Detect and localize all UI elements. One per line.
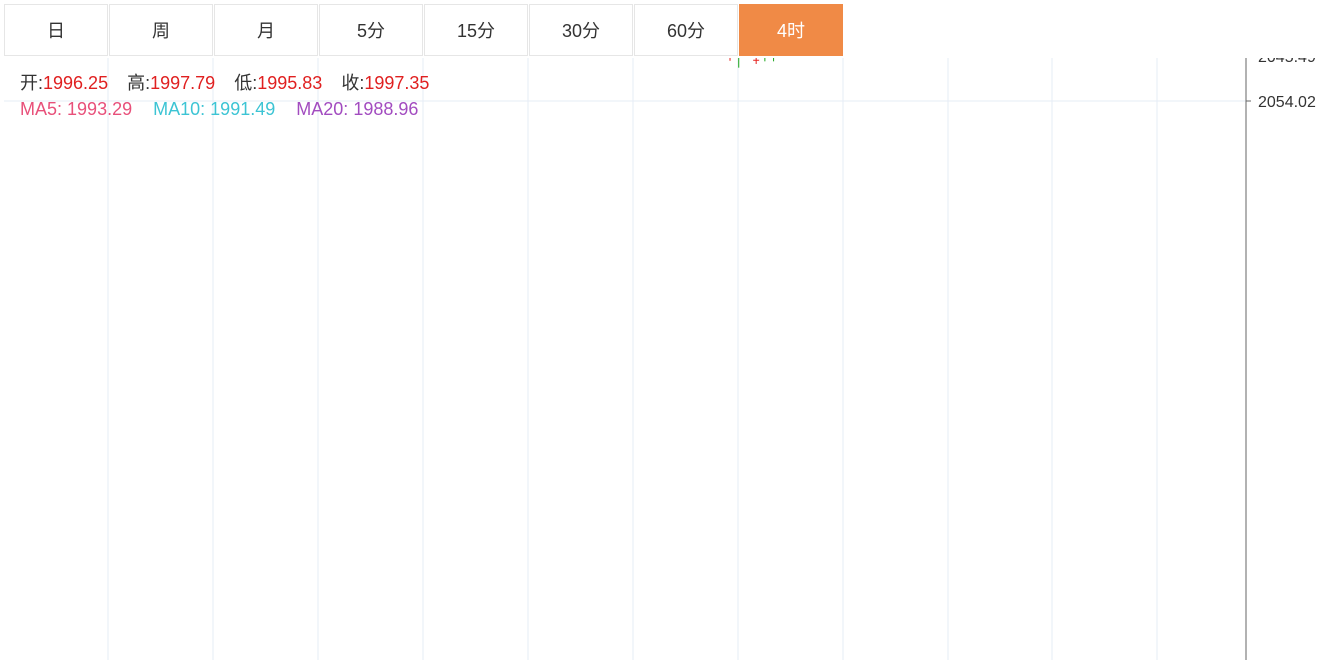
ma20-value: 1988.96 [353,99,419,119]
open-value: 1996.25 [43,73,109,93]
close-label: 收: [341,73,365,93]
tab-4hour[interactable]: 4时 [739,4,843,56]
ma5-label: MA5: [20,99,63,119]
close-value: 1997.35 [364,73,430,93]
tab-week[interactable]: 周 [109,4,213,56]
tab-month[interactable]: 月 [214,4,318,56]
low-label: 低: [234,73,258,93]
ma10-label: MA10: [153,99,206,119]
ma20-label: MA20: [296,99,349,119]
candle-body [753,59,760,61]
tab-30min[interactable]: 30分 [529,4,633,56]
y-tick-label: 2054.02 [1258,94,1316,111]
ohlc-row: 开:1996.25 高:1997.79 低:1995.83 收:1997.35 [20,70,443,96]
ma-row: MA5: 1993.29 MA10: 1991.49 MA20: 1988.96 [20,96,443,122]
timeframe-tabs: 日 周 月 5分 15分 30分 60分 4时 [4,4,1330,58]
tab-60min[interactable]: 60分 [634,4,738,56]
y-tick-label: 2045.49 [1258,58,1316,66]
high-label: 高: [127,73,151,93]
tab-15min[interactable]: 15分 [424,4,528,56]
tab-5min[interactable]: 5分 [319,4,423,56]
high-value: 1997.79 [150,73,216,93]
tab-day[interactable]: 日 [4,4,108,56]
open-label: 开: [20,73,44,93]
low-value: 1995.83 [257,73,323,93]
ma10-value: 1991.49 [210,99,276,119]
ma5-value: 1993.29 [67,99,133,119]
ohlc-info-panel: 开:1996.25 高:1997.79 低:1995.83 收:1997.35 … [20,70,443,122]
candlestick-chart[interactable]: 2054.022045.492036.962028.422019.892011.… [0,58,1330,660]
